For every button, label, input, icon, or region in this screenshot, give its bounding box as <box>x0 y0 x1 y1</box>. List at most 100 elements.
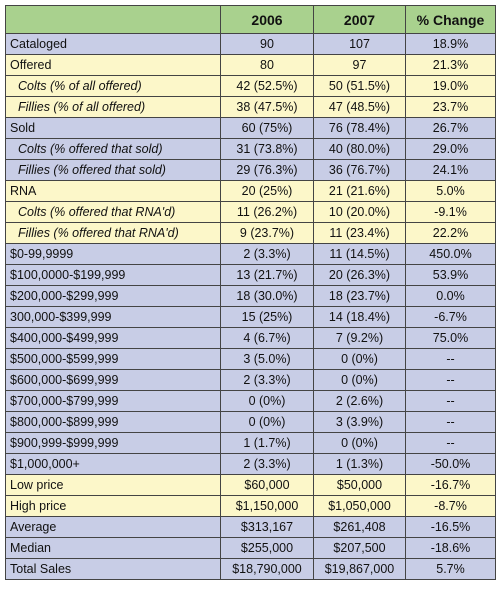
cell: 9 (23.7%) <box>220 222 314 244</box>
row-label: Colts (% of all offered) <box>5 75 221 97</box>
cell: 75.0% <box>405 327 496 349</box>
table-row: RNA 20 (25%) 21 (21.6%) 5.0% <box>5 180 496 202</box>
table-row: Cataloged 90 107 18.9% <box>5 33 496 55</box>
row-label: $800,000-$899,999 <box>5 411 221 433</box>
cell: 26.7% <box>405 117 496 139</box>
row-label: $900,999-$999,999 <box>5 432 221 454</box>
row-label: $100,0000-$199,999 <box>5 264 221 286</box>
row-label: Fillies (% offered that RNA'd) <box>5 222 221 244</box>
header-cell: 2006 <box>220 5 314 34</box>
cell: 29.0% <box>405 138 496 160</box>
cell: -18.6% <box>405 537 496 559</box>
cell: 10 (20.0%) <box>313 201 406 223</box>
cell: -50.0% <box>405 453 496 475</box>
table-row: $500,000-$599,999 3 (5.0%) 0 (0%) -- <box>5 348 496 370</box>
cell: -8.7% <box>405 495 496 517</box>
row-label: RNA <box>5 180 221 202</box>
table-row: $200,000-$299,999 18 (30.0%) 18 (23.7%) 0.0… <box>5 285 496 307</box>
cell: 13 (21.7%) <box>220 264 314 286</box>
cell: 47 (48.5%) <box>313 96 406 118</box>
cell: 0 (0%) <box>313 348 406 370</box>
cell: 4 (6.7%) <box>220 327 314 349</box>
row-label: Offered <box>5 54 221 76</box>
row-label: Average <box>5 516 221 538</box>
table-row: Median $255,000 $207,500 -18.6% <box>5 537 496 559</box>
cell: 21.3% <box>405 54 496 76</box>
row-label: Total Sales <box>5 558 221 580</box>
row-label: $400,000-$499,999 <box>5 327 221 349</box>
sales-table: 2006 2007% Change Cataloged 90 107 18.9% Offe… <box>5 5 496 580</box>
table-row: Fillies (% offered that sold) 29 (76.3%) 3… <box>5 159 496 181</box>
table-row: $600,000-$699,999 2 (3.3%) 0 (0%) -- <box>5 369 496 391</box>
cell: 20 (25%) <box>220 180 314 202</box>
cell: $1,150,000 <box>220 495 314 517</box>
cell: 1 (1.3%) <box>313 453 406 475</box>
table-row: Fillies (% offered that RNA'd) 9 (23.7%) 1… <box>5 222 496 244</box>
cell: 0 (0%) <box>220 411 314 433</box>
cell: 42 (52.5%) <box>220 75 314 97</box>
cell: 11 (14.5%) <box>313 243 406 265</box>
cell: 38 (47.5%) <box>220 96 314 118</box>
cell: -- <box>405 411 496 433</box>
cell: 21 (21.6%) <box>313 180 406 202</box>
table-row: Colts (% of all offered) 42 (52.5%) 50 (51… <box>5 75 496 97</box>
table-row: $800,000-$899,999 0 (0%) 3 (3.9%) -- <box>5 411 496 433</box>
cell: 31 (73.8%) <box>220 138 314 160</box>
cell: $261,408 <box>313 516 406 538</box>
cell: 97 <box>313 54 406 76</box>
row-label: $1,000,000+ <box>5 453 221 475</box>
row-label: 300,000-$399,999 <box>5 306 221 328</box>
cell: $255,000 <box>220 537 314 559</box>
table-row: Offered 80 97 21.3% <box>5 54 496 76</box>
row-label: High price <box>5 495 221 517</box>
cell: 2 (3.3%) <box>220 369 314 391</box>
cell: -16.5% <box>405 516 496 538</box>
row-label: Colts (% offered that RNA'd) <box>5 201 221 223</box>
table-row: $900,999-$999,999 1 (1.7%) 0 (0%) -- <box>5 432 496 454</box>
cell: 53.9% <box>405 264 496 286</box>
table-row: Colts (% offered that sold) 31 (73.8%) 40 … <box>5 138 496 160</box>
header-cell: 2007 <box>313 5 406 34</box>
cell: -- <box>405 390 496 412</box>
cell: 7 (9.2%) <box>313 327 406 349</box>
table-row: Average $313,167 $261,408 -16.5% <box>5 516 496 538</box>
cell: 90 <box>220 33 314 55</box>
cell: 18 (30.0%) <box>220 285 314 307</box>
cell: $313,167 <box>220 516 314 538</box>
row-label: Median <box>5 537 221 559</box>
row-label: $500,000-$599,999 <box>5 348 221 370</box>
table-row: Low price $60,000 $50,000 -16.7% <box>5 474 496 496</box>
cell: $207,500 <box>313 537 406 559</box>
cell: 76 (78.4%) <box>313 117 406 139</box>
table-row: High price $1,150,000 $1,050,000 -8.7% <box>5 495 496 517</box>
cell: 0 (0%) <box>220 390 314 412</box>
cell: 40 (80.0%) <box>313 138 406 160</box>
table-row: Sold 60 (75%) 76 (78.4%) 26.7% <box>5 117 496 139</box>
cell: 80 <box>220 54 314 76</box>
cell: 15 (25%) <box>220 306 314 328</box>
cell: $1,050,000 <box>313 495 406 517</box>
header-cell: % Change <box>405 5 496 34</box>
table-row: Colts (% offered that RNA'd) 11 (26.2%) 10… <box>5 201 496 223</box>
cell: 11 (23.4%) <box>313 222 406 244</box>
cell: 18.9% <box>405 33 496 55</box>
cell: 107 <box>313 33 406 55</box>
cell: -- <box>405 432 496 454</box>
table-row: $400,000-$499,999 4 (6.7%) 7 (9.2%) 75.0% <box>5 327 496 349</box>
row-label: $600,000-$699,999 <box>5 369 221 391</box>
row-label: Cataloged <box>5 33 221 55</box>
header-row: 2006 2007% Change <box>5 5 496 34</box>
table-row: 300,000-$399,999 15 (25%) 14 (18.4%) -6.7% <box>5 306 496 328</box>
row-label: Fillies (% of all offered) <box>5 96 221 118</box>
cell: 20 (26.3%) <box>313 264 406 286</box>
cell: 1 (1.7%) <box>220 432 314 454</box>
cell: 5.0% <box>405 180 496 202</box>
header-blank <box>5 5 221 34</box>
cell: -9.1% <box>405 201 496 223</box>
cell: -- <box>405 348 496 370</box>
cell: $19,867,000 <box>313 558 406 580</box>
cell: $60,000 <box>220 474 314 496</box>
table-row: $0-99,9999 2 (3.3%) 11 (14.5%) 450.0% <box>5 243 496 265</box>
cell: 0 (0%) <box>313 369 406 391</box>
